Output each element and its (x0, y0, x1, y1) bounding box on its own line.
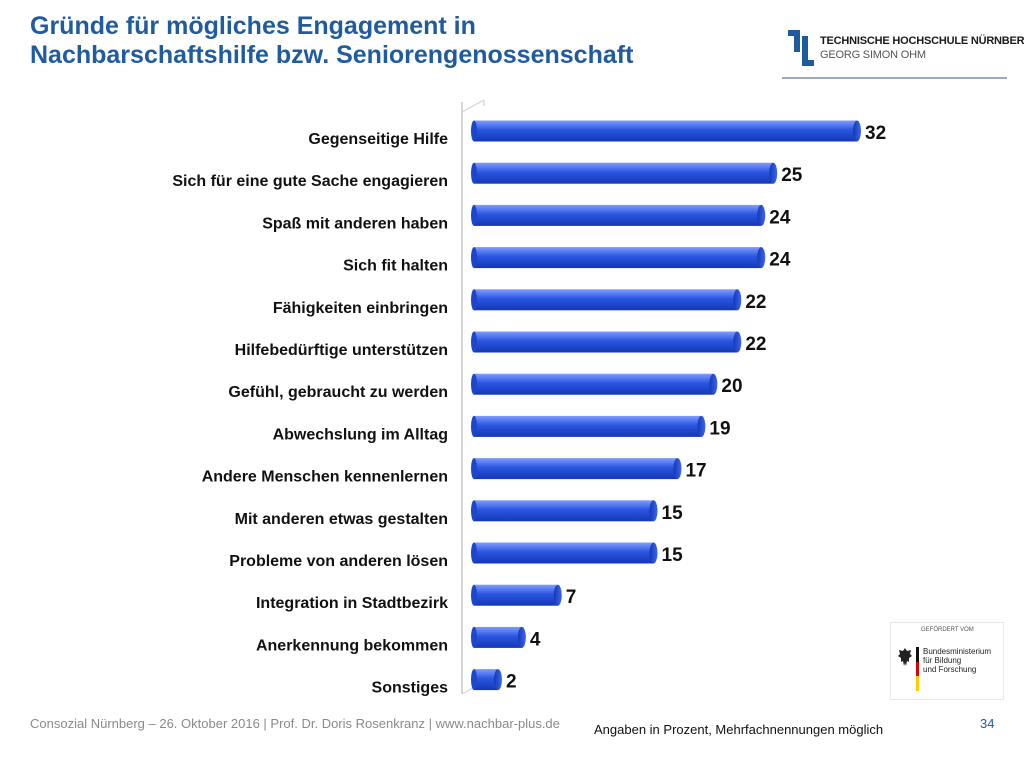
university-subname: GEORG SIMON OHM (820, 49, 926, 61)
value-label: 32 (865, 123, 886, 144)
category-label: Anerkennung bekommen (256, 637, 448, 654)
bar-start-cap (471, 289, 477, 311)
university-logo: TECHNISCHE HOCHSCHULE NÜRNBERG GEORG SIM… (786, 28, 1024, 78)
category-label: Gefühl, gebraucht zu werden (228, 384, 448, 401)
value-label: 7 (566, 587, 577, 608)
bar-end-cap (757, 204, 766, 226)
bar-end-cap (649, 542, 658, 564)
bar (474, 247, 762, 269)
value-label: 2 (506, 672, 517, 693)
bar (474, 542, 654, 564)
bar-start-cap (471, 500, 477, 522)
sponsor-label: GEFÖRDERT VOM (921, 627, 974, 633)
value-label: 20 (721, 376, 742, 397)
bar (474, 162, 774, 184)
category-label: Sich fit halten (343, 258, 448, 275)
bar (474, 289, 738, 311)
bar-start-cap (471, 204, 477, 226)
value-label: 19 (709, 418, 730, 439)
bar-start-cap (471, 542, 477, 564)
category-label: Fähigkeiten einbringen (273, 300, 448, 317)
category-label: Probleme von anderen lösen (229, 553, 448, 570)
ministry-name: Bundesministerium für Bildung und Forsch… (923, 647, 992, 674)
category-label: Sich für eine gute Sache engagieren (172, 173, 448, 190)
bar (474, 669, 498, 691)
bar-end-cap (673, 458, 682, 480)
bar-start-cap (471, 162, 477, 184)
bar-end-cap (649, 500, 658, 522)
category-label: Sonstiges (372, 680, 449, 697)
bar-start-cap (471, 247, 477, 269)
page-number: 34 (980, 716, 995, 731)
bar-end-cap (733, 331, 742, 353)
bar (474, 500, 654, 522)
bar-end-cap (697, 415, 706, 437)
category-label: Hilfebedürftige unterstützen (235, 342, 448, 359)
bar-start-cap (471, 120, 477, 142)
bar-end-cap (553, 584, 562, 606)
bar (474, 204, 762, 226)
bar-end-cap (757, 247, 766, 269)
bar (474, 120, 857, 142)
title-line-2: Nachbarschaftshilfe bzw. Seniorengenosse… (30, 41, 634, 69)
header-rule (782, 77, 1007, 79)
university-name: TECHNISCHE HOCHSCHULE NÜRNBERG (820, 35, 1024, 47)
value-label: 24 (769, 250, 791, 271)
sponsor-logo: GEFÖRDERT VOM Bundesministerium für Bild… (890, 622, 1004, 700)
value-label: 24 (769, 207, 791, 228)
bar (474, 626, 522, 648)
university-logo-mark-icon (788, 30, 814, 66)
title-line-1: Gründe für mögliches Engagement in (30, 12, 476, 40)
bar-start-cap (471, 626, 477, 648)
bar (474, 584, 558, 606)
chart-bars: Gegenseitige Hilfe 32 Sich für eine gute S… (172, 120, 886, 697)
bar-start-cap (471, 373, 477, 395)
page-title: Gründe für mögliches Engagement in Nachb… (30, 12, 750, 70)
category-label: Abwechslung im Alltag (273, 426, 448, 443)
bar-start-cap (471, 331, 477, 353)
bar-end-cap (493, 669, 502, 691)
bar-end-cap (733, 289, 742, 311)
bar-start-cap (471, 458, 477, 480)
bar-start-cap (471, 669, 477, 691)
federal-eagle-icon (898, 648, 912, 666)
value-label: 22 (745, 334, 766, 355)
category-label: Integration in Stadtbezirk (256, 595, 448, 612)
bar-end-cap (769, 162, 778, 184)
bar-end-cap (517, 626, 526, 648)
bar (474, 331, 738, 353)
value-label: 22 (745, 292, 766, 313)
bar (474, 415, 702, 437)
footer-note: Angaben in Prozent, Mehrfachnennungen mö… (594, 722, 884, 737)
value-label: 15 (662, 545, 684, 566)
bar-start-cap (471, 415, 477, 437)
category-label: Gegenseitige Hilfe (308, 131, 448, 148)
bar (474, 373, 714, 395)
footer-credit: Consozial Nürnberg – 26. Oktober 2016 | … (30, 716, 560, 731)
bar-start-cap (471, 584, 477, 606)
value-label: 4 (530, 629, 541, 650)
bar (474, 458, 678, 480)
german-flag-icon (916, 647, 919, 691)
bar-end-cap (853, 120, 861, 142)
value-label: 25 (781, 165, 803, 186)
value-label: 15 (662, 503, 684, 524)
category-label: Spaß mit anderen haben (262, 215, 448, 232)
value-label: 17 (685, 461, 706, 482)
category-label: Mit anderen etwas gestalten (235, 511, 448, 528)
bar-end-cap (709, 373, 718, 395)
category-label: Andere Menschen kennenlernen (202, 469, 448, 486)
